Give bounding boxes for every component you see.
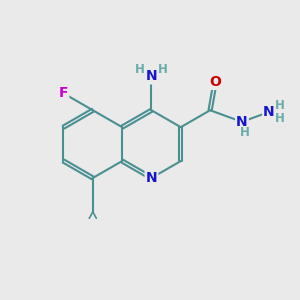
Text: H: H bbox=[158, 63, 168, 76]
Text: N: N bbox=[236, 115, 248, 129]
Text: F: F bbox=[59, 86, 68, 100]
Text: H: H bbox=[275, 99, 285, 112]
Text: O: O bbox=[209, 75, 221, 89]
Text: H: H bbox=[275, 112, 285, 125]
Text: N: N bbox=[146, 171, 157, 185]
Text: H: H bbox=[240, 126, 250, 139]
Text: H: H bbox=[135, 63, 145, 76]
Text: N: N bbox=[146, 69, 157, 83]
Text: N: N bbox=[263, 105, 275, 119]
